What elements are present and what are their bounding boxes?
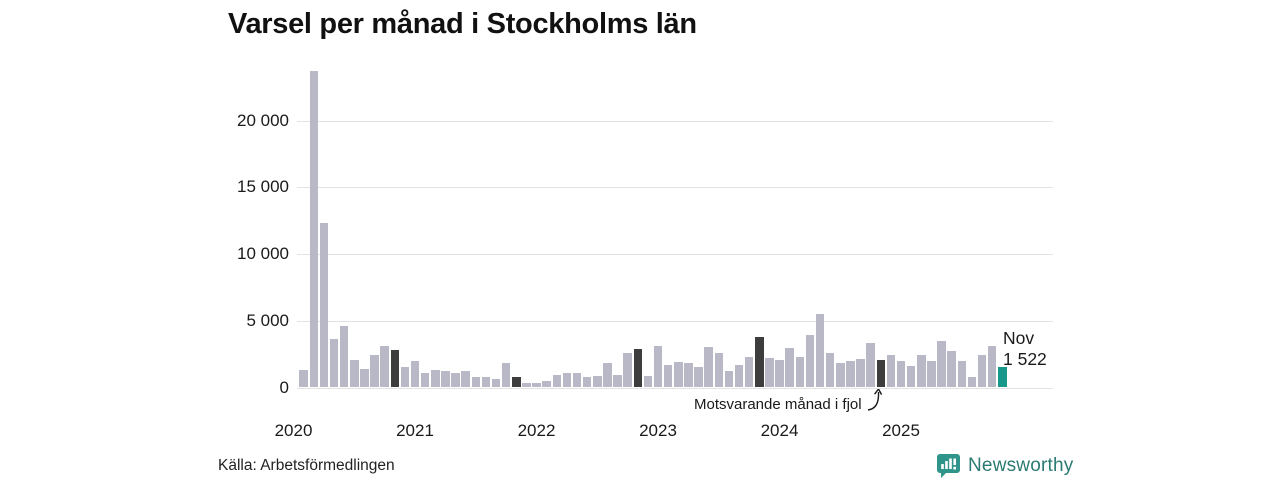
bar-nov-2023	[755, 336, 764, 388]
x-axis-year-label: 2021	[396, 421, 434, 440]
gridline	[297, 387, 1053, 389]
x-axis-year-label: 2024	[760, 421, 799, 440]
x-axis-year-label: 2025	[882, 421, 920, 440]
bar-jan-2021	[410, 361, 420, 388]
bar-apr-2023	[684, 363, 693, 388]
newsworthy-logo-icon	[937, 454, 960, 478]
bar-jul-2023	[714, 352, 723, 388]
x-axis-year-label: 2023	[639, 421, 677, 440]
bar-aug-2022	[603, 362, 612, 388]
bar-nov-2020	[390, 350, 399, 388]
bar-aug-2023	[724, 371, 734, 388]
last-point-label: Nov 1 522	[1003, 328, 1047, 370]
bar-jun-2023	[704, 347, 713, 388]
bar-apr-2022	[562, 372, 572, 388]
bar-nov-2024	[876, 360, 885, 388]
bar-sep-2023	[734, 364, 744, 388]
bar-mar-2025	[917, 355, 926, 388]
bar-may-2022	[572, 373, 582, 388]
bar-jun-2022	[582, 376, 592, 388]
bar-sep-2021	[491, 378, 501, 388]
bar-apr-2021	[441, 370, 450, 388]
bar-feb-2021	[420, 372, 430, 388]
bar-oct-2022	[623, 352, 632, 388]
bar-jun-2021	[461, 371, 470, 388]
y-axis-tick-label: 10 000	[237, 244, 289, 263]
bar-jun-2024	[825, 352, 835, 388]
bar-apr-2025	[927, 360, 936, 388]
bar-feb-2022	[542, 380, 551, 388]
bar-jan-2023	[653, 346, 663, 388]
bar-jan-2025	[896, 360, 906, 388]
gridline	[297, 254, 1053, 255]
gridline	[297, 120, 1053, 122]
last-point-value: 1 522	[1003, 349, 1047, 369]
bar-feb-2024	[785, 348, 794, 388]
bar-jan-2022	[532, 383, 541, 388]
last-point-month: Nov	[1003, 328, 1035, 348]
bar-sep-2020	[370, 355, 379, 388]
bar-jan-2024	[775, 360, 784, 388]
bar-mar-2020	[309, 71, 318, 388]
bar-feb-2025	[906, 366, 916, 388]
bar-may-2024	[815, 314, 825, 388]
bar-oct-2020	[380, 346, 389, 388]
bar-dec-2022	[643, 375, 653, 388]
x-axis-year-label: 2022	[517, 421, 556, 440]
bar-dec-2024	[886, 354, 896, 388]
page-title: Varsel per månad i Stockholms län	[228, 8, 697, 40]
bar-may-2020	[329, 339, 339, 388]
bar-dec-2023	[765, 358, 774, 388]
newsworthy-wordmark: Newsworthy	[968, 454, 1074, 476]
bar-feb-2020	[299, 370, 308, 388]
bar-nov-2021	[512, 376, 521, 388]
x-axis-year-label: 2020	[274, 421, 313, 440]
bar-mar-2021	[431, 370, 440, 388]
source-label: Källa: Arbetsförmedlingen	[218, 457, 395, 474]
newsworthy-logo: Newsworthy	[936, 453, 1073, 478]
bar-jun-2020	[339, 326, 349, 388]
bar-feb-2023	[663, 364, 673, 388]
bar-may-2023	[694, 366, 703, 388]
bar-sep-2022	[613, 375, 622, 388]
bar-oct-2021	[501, 363, 511, 388]
y-axis-tick-label: 5 000	[246, 310, 289, 330]
bar-sep-2024	[856, 359, 865, 388]
bar-nov-2022	[633, 348, 642, 388]
bar-jul-2025	[957, 360, 966, 388]
bar-oct-2025	[987, 346, 997, 388]
bar-jul-2022	[593, 376, 602, 388]
gridline	[297, 187, 1053, 189]
bar-sep-2025	[977, 354, 987, 388]
bar-apr-2020	[319, 223, 329, 388]
bar-jul-2024	[836, 363, 845, 388]
bar-oct-2023	[744, 356, 754, 388]
bar-aug-2021	[481, 376, 491, 388]
bar-mar-2023	[674, 362, 683, 388]
bar-mar-2024	[795, 356, 804, 388]
bar-may-2025	[937, 341, 946, 388]
bar-apr-2024	[805, 334, 815, 388]
annotation-label: Motsvarande månad i fjol	[694, 396, 862, 413]
bar-may-2021	[451, 373, 460, 388]
bar-oct-2024	[866, 343, 875, 388]
bar-jul-2020	[350, 360, 359, 388]
bar-mar-2022	[552, 374, 561, 388]
bar-dec-2021	[522, 382, 531, 388]
bar-jul-2021	[471, 376, 480, 388]
y-axis-tick-label: 15 000	[237, 177, 289, 197]
bar-dec-2020	[400, 367, 410, 388]
annotation-arrow-icon	[867, 388, 883, 411]
y-axis-tick-label: 20 000	[237, 110, 289, 130]
bar-aug-2025	[967, 377, 977, 388]
y-axis-tick-label: 0	[279, 377, 289, 397]
bar-nov-2025	[998, 367, 1007, 388]
bar-aug-2024	[846, 360, 855, 388]
bar-jun-2025	[947, 351, 956, 388]
gridline	[297, 320, 1053, 322]
bar-aug-2020	[360, 369, 369, 388]
